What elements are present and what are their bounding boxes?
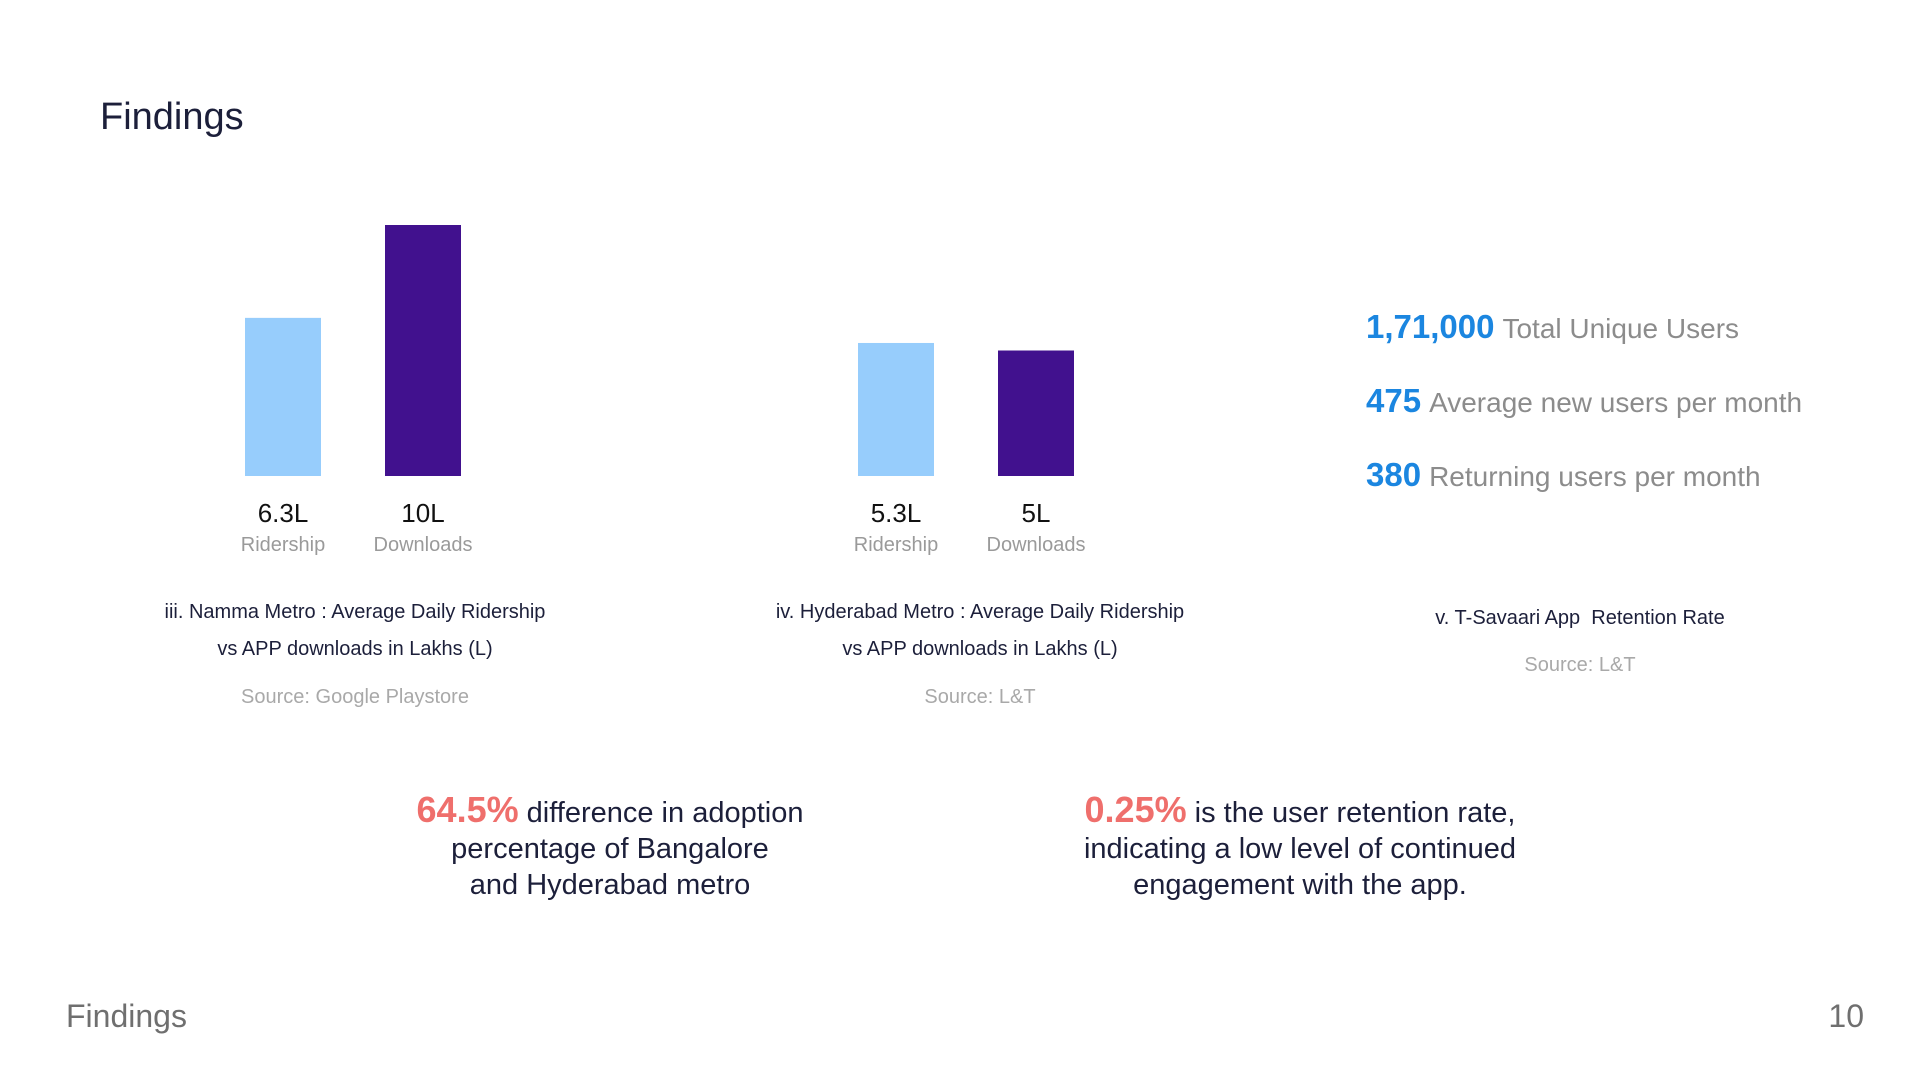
hyderabad-metro-source: Source: L&T — [924, 686, 1036, 708]
finding-text: difference in adoption — [526, 797, 804, 829]
stat-label: Average new users per month — [1429, 387, 1803, 418]
finding-text: percentage of Bangalore — [451, 833, 769, 865]
bar-value-label: 6.3L — [258, 498, 309, 528]
caption-line: iii. Namma Metro : Average Daily Ridersh… — [164, 601, 546, 623]
finding-highlight: 64.5% — [416, 789, 519, 830]
bar-value-label: 10L — [401, 498, 444, 528]
bar-category-label: Downloads — [374, 534, 473, 556]
page-title: Findings — [100, 96, 244, 138]
bar-ridership — [858, 342, 934, 476]
hyderabad-metro-bar-chart: 5.3L Ridership 5L Downloads — [854, 342, 1086, 556]
namma-metro-bar-chart: 6.3L Ridership 10L Downloads — [241, 225, 473, 556]
stat-label: Total Unique Users — [1502, 313, 1740, 344]
finding-retention-rate: 0.25% is the user retention rate, indica… — [1030, 792, 1570, 903]
stat-label: Returning users per month — [1429, 461, 1761, 492]
retention-caption: v. T-Savaari App Retention Rate — [1435, 607, 1725, 629]
namma-metro-chart-caption: iii. Namma Metro : Average Daily Ridersh… — [120, 594, 590, 668]
stat-returning-users: 380 Returning users per month — [1366, 456, 1761, 494]
stat-total-unique-users: 1,71,000 Total Unique Users — [1366, 308, 1739, 346]
bar-value-label: 5L — [1022, 498, 1051, 528]
finding-text: indicating a low level of continued — [1083, 833, 1517, 865]
retention-source: Source: L&T — [1524, 654, 1636, 676]
stat-number: 380 — [1366, 456, 1422, 493]
finding-adoption-difference: 64.5% difference in adoption percentage … — [360, 792, 860, 903]
footer-label: Findings — [66, 998, 187, 1034]
stat-number: 475 — [1366, 382, 1422, 419]
bar-category-label: Ridership — [241, 534, 325, 556]
caption-line: vs APP downloads in Lakhs (L) — [842, 638, 1118, 660]
bar-downloads — [998, 350, 1074, 476]
hyderabad-metro-chart-caption: iv. Hyderabad Metro : Average Daily Ride… — [740, 594, 1220, 668]
finding-text: engagement with the app. — [1133, 869, 1467, 901]
namma-metro-source: Source: Google Playstore — [241, 686, 469, 708]
page-number: 10 — [1828, 998, 1864, 1034]
stat-number: 1,71,000 — [1366, 308, 1495, 345]
bar-ridership — [245, 317, 321, 476]
bar-value-label: 5.3L — [871, 498, 922, 528]
caption-line: iv. Hyderabad Metro : Average Daily Ride… — [775, 601, 1185, 623]
finding-text: is the user retention rate, — [1194, 797, 1516, 829]
finding-text: and Hyderabad metro — [469, 869, 751, 901]
finding-highlight: 0.25% — [1084, 789, 1187, 830]
stat-new-users: 475 Average new users per month — [1366, 382, 1802, 420]
bar-category-label: Downloads — [987, 534, 1086, 556]
caption-line: vs APP downloads in Lakhs (L) — [217, 638, 493, 660]
bar-downloads — [385, 225, 461, 476]
bar-category-label: Ridership — [854, 534, 938, 556]
